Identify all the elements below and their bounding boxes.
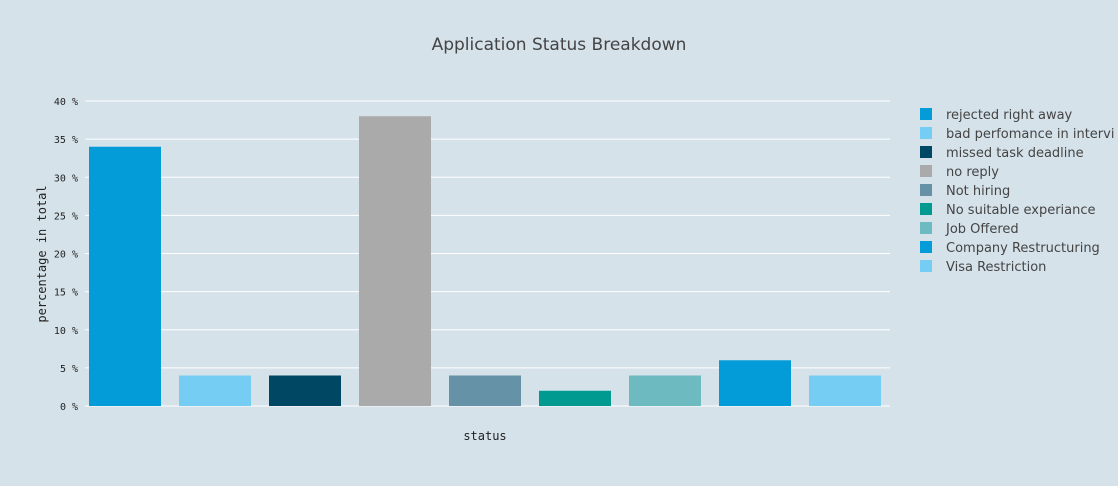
legend-item[interactable]: bad perfomance in intervi bbox=[920, 127, 1114, 142]
bars bbox=[89, 116, 881, 406]
x-axis-label: status bbox=[463, 429, 506, 443]
y-axis-label: percentage in total bbox=[35, 185, 49, 322]
legend-item[interactable]: Visa Restriction bbox=[920, 260, 1046, 275]
legend-label: Visa Restriction bbox=[946, 260, 1046, 275]
bar[interactable] bbox=[269, 375, 341, 407]
legend-item[interactable]: Company Restructuring bbox=[920, 241, 1100, 256]
legend-swatch bbox=[920, 165, 932, 177]
legend-swatch bbox=[920, 184, 932, 196]
legend-item[interactable]: No suitable experiance bbox=[920, 203, 1096, 218]
legend-item[interactable]: missed task deadline bbox=[920, 146, 1084, 161]
bar[interactable] bbox=[449, 375, 521, 407]
y-tick-label: 30 % bbox=[54, 173, 78, 184]
legend-item[interactable]: rejected right away bbox=[920, 108, 1073, 123]
legend-swatch bbox=[920, 146, 932, 158]
legend-swatch bbox=[920, 203, 932, 215]
legend-swatch bbox=[920, 108, 932, 120]
bar[interactable] bbox=[629, 375, 701, 407]
y-axis-ticks: 0 % 5 % 10 % 15 % 20 % 25 % 30 % 35 % 40 % bbox=[54, 97, 78, 413]
y-tick-label: 15 % bbox=[54, 288, 78, 299]
legend-item[interactable]: Not hiring bbox=[920, 184, 1010, 199]
legend-item[interactable]: Job Offered bbox=[920, 222, 1019, 237]
y-tick-label: 35 % bbox=[54, 135, 78, 146]
legend-swatch bbox=[920, 241, 932, 253]
chart-title: Application Status Breakdown bbox=[432, 35, 687, 55]
legend-swatch bbox=[920, 260, 932, 272]
y-tick-label: 25 % bbox=[54, 211, 78, 222]
legend-swatch bbox=[920, 127, 932, 139]
bar[interactable] bbox=[809, 375, 881, 407]
legend-label: missed task deadline bbox=[946, 146, 1084, 161]
legend: rejected right away bad perfomance in int… bbox=[920, 108, 1114, 275]
bar[interactable] bbox=[539, 390, 611, 406]
legend-label: No suitable experiance bbox=[946, 203, 1096, 218]
legend-item[interactable]: no reply bbox=[920, 165, 999, 180]
bar[interactable] bbox=[359, 116, 431, 406]
legend-label: Company Restructuring bbox=[946, 241, 1100, 256]
y-tick-label: 10 % bbox=[54, 326, 78, 337]
gridlines bbox=[85, 100, 890, 407]
y-tick-label: 5 % bbox=[60, 364, 78, 375]
legend-label: no reply bbox=[946, 165, 999, 180]
legend-label: Not hiring bbox=[946, 184, 1010, 199]
legend-label: bad perfomance in intervi bbox=[946, 127, 1114, 142]
y-tick-label: 20 % bbox=[54, 250, 78, 261]
legend-label: Job Offered bbox=[945, 222, 1019, 237]
y-tick-label: 40 % bbox=[54, 97, 78, 108]
legend-label: rejected right away bbox=[946, 108, 1073, 123]
bar[interactable] bbox=[719, 360, 791, 406]
bar[interactable] bbox=[89, 146, 161, 406]
bar[interactable] bbox=[179, 375, 251, 407]
legend-swatch bbox=[920, 222, 932, 234]
y-tick-label: 0 % bbox=[60, 402, 78, 413]
